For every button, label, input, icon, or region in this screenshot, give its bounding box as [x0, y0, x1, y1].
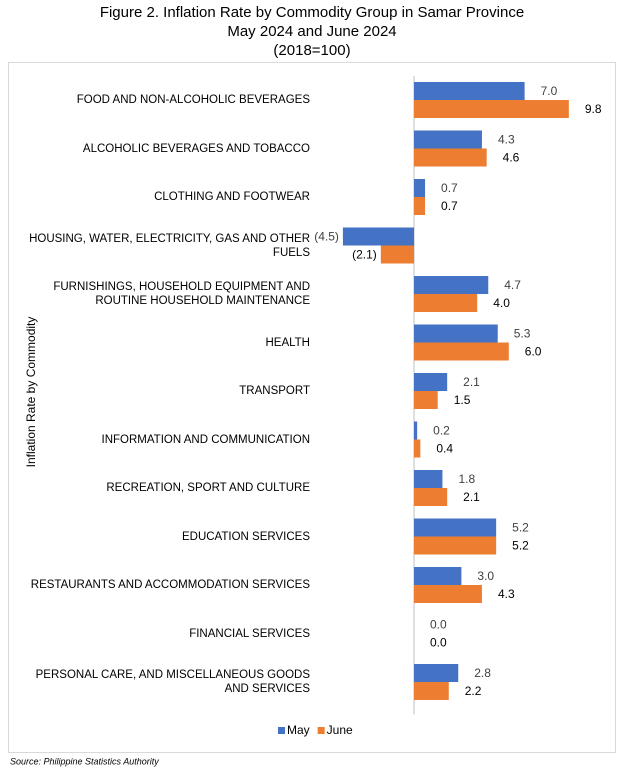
value-label: 0.7 [441, 181, 458, 195]
value-label: 7.0 [541, 84, 558, 98]
bar [414, 179, 426, 197]
legend-swatch [317, 727, 325, 734]
source: Source: Philippine Statistics Authority [10, 756, 159, 766]
category-label: PERSONAL CARE, AND MISCELLANEOUS GOODS A… [35, 669, 310, 695]
category-label: FINANCIAL SERVICES [189, 627, 310, 640]
value-label: 5.3 [514, 327, 531, 341]
bar [414, 324, 498, 343]
value-label: 5.2 [512, 521, 529, 535]
category-label: INFORMATION AND COMMUNICATION [101, 433, 310, 446]
bar [414, 82, 525, 100]
bar [414, 439, 421, 458]
bar [380, 245, 414, 264]
value-label: 0.0 [430, 618, 447, 632]
chart-subtitle: May 2024 and June 2024 [227, 23, 397, 40]
category-label: HOUSING, WATER, ELECTRICITY, GAS AND OTH… [29, 232, 310, 259]
bar [414, 342, 509, 361]
bar [414, 488, 448, 506]
value-label: 4.3 [498, 133, 515, 147]
legend-label: June [327, 723, 353, 737]
category-label: TRANSPORT [239, 385, 310, 397]
bar [414, 130, 482, 149]
value-label: 2.8 [474, 666, 491, 680]
base-note: (2018=100) [273, 42, 351, 59]
bar [414, 100, 569, 118]
category-label: CLOTHING AND FOOTWEAR [154, 191, 310, 203]
category-label: RECREATION, SPORT AND CULTURE [106, 482, 310, 494]
bar [414, 567, 462, 585]
bar [414, 682, 449, 700]
bar [414, 294, 478, 312]
category-label: FURNISHINGS, HOUSEHOLD EQUIPMENT AND ROU… [53, 281, 310, 307]
category-label: HEALTH [265, 336, 310, 349]
value-label: (2.1) [352, 248, 377, 262]
chart-frame [8, 62, 616, 753]
value-label: 0.4 [436, 442, 453, 456]
bar [414, 197, 426, 215]
value-label: 4.0 [493, 296, 510, 310]
legend-swatch [278, 727, 285, 734]
value-label: 0.2 [433, 424, 450, 438]
bar [414, 470, 443, 488]
bar [414, 276, 489, 294]
bar [414, 518, 497, 537]
y-axis-label: Inflation Rate by Commodity [24, 317, 38, 468]
bar [414, 536, 497, 555]
value-label: 5.2 [512, 539, 529, 553]
category-label: RESTAURANTS AND ACCOMMODATION SERVICES [30, 579, 310, 591]
category-label: FOOD AND NON-ALCOHOLIC BEVERAGES [76, 94, 310, 106]
value-label: 2.1 [463, 490, 480, 504]
legend-label: May [287, 723, 310, 737]
value-label: 1.8 [458, 472, 475, 486]
value-label: 2.1 [463, 375, 480, 389]
bar [414, 391, 438, 409]
value-label: 3.0 [477, 569, 494, 583]
value-label: 4.6 [503, 151, 520, 165]
value-label: 9.8 [585, 102, 602, 116]
value-label: 4.3 [498, 587, 515, 601]
bar [414, 585, 482, 603]
category-label: ALCOHOLIC BEVERAGES AND TOBACCO [82, 142, 310, 155]
value-label: 1.5 [454, 393, 471, 407]
bar [414, 148, 487, 167]
chart-title: Figure 2. Inflation Rate by Commodity Gr… [99, 4, 525, 21]
bar [414, 421, 418, 440]
category-label: EDUCATION SERVICES [181, 530, 310, 543]
bar [414, 373, 448, 391]
value-label: 6.0 [525, 345, 542, 359]
value-label: 4.7 [504, 278, 521, 292]
value-label: 0.0 [430, 636, 447, 650]
bar [414, 664, 459, 682]
value-label: (4.5) [314, 230, 339, 244]
value-label: 0.7 [441, 199, 458, 213]
value-label: 2.2 [465, 684, 482, 698]
bar [342, 227, 414, 246]
